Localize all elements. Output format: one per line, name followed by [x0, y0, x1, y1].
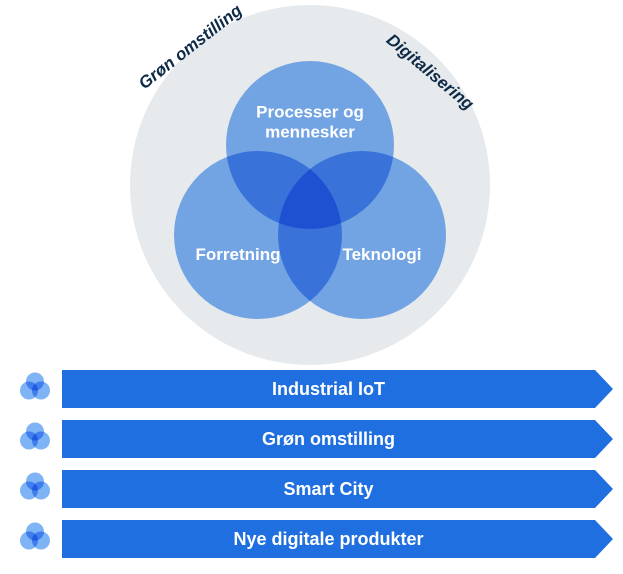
arrow-head-icon	[595, 520, 613, 558]
arrow-label: Industrial IoT	[272, 379, 385, 400]
arrow-list: Industrial IoT Grøn omstilling Smart City N…	[0, 370, 623, 570]
arrow-label: Nye digitale produkter	[233, 529, 423, 550]
arrow-row: Smart City	[0, 470, 623, 508]
arrow-label: Smart City	[283, 479, 373, 500]
row-icon	[18, 422, 52, 457]
arrow-head-icon	[595, 470, 613, 508]
arrow-body: Nye digitale produkter	[62, 520, 595, 558]
venn-icon	[18, 372, 52, 402]
venn-label-top: Processer ogmennesker	[240, 102, 380, 141]
venn-label-left: Forretning	[168, 245, 308, 265]
venn-diagram-area: Grøn omstilling Digitalisering Processer…	[0, 0, 623, 370]
arrow-row: Industrial IoT	[0, 370, 623, 408]
arrow-body: Industrial IoT	[62, 370, 595, 408]
venn-icon	[18, 422, 52, 452]
venn-icon	[18, 472, 52, 502]
row-icon	[18, 472, 52, 507]
row-icon	[18, 522, 52, 557]
arrow-label: Grøn omstilling	[262, 429, 395, 450]
row-icon	[18, 372, 52, 407]
arrow-row: Nye digitale produkter	[0, 520, 623, 558]
arrow-body: Grøn omstilling	[62, 420, 595, 458]
venn-circle-right	[278, 151, 446, 319]
arrow-head-icon	[595, 420, 613, 458]
venn-label-right: Teknologi	[312, 245, 452, 265]
arrow-head-icon	[595, 370, 613, 408]
arrow-row: Grøn omstilling	[0, 420, 623, 458]
arrow-body: Smart City	[62, 470, 595, 508]
venn-icon	[18, 522, 52, 552]
